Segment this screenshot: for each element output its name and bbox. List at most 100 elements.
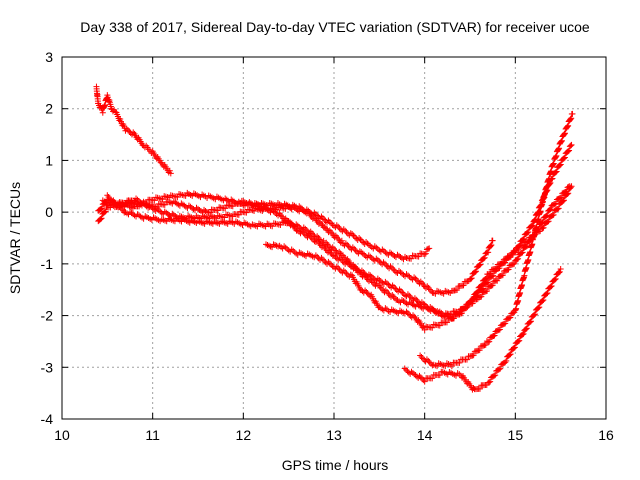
data-point <box>421 251 428 258</box>
data-point <box>553 152 560 159</box>
data-point <box>503 357 510 364</box>
data-point <box>569 110 576 117</box>
data-point <box>519 331 526 338</box>
x-tick-label: 12 <box>236 427 252 443</box>
y-tick-label: 1 <box>45 152 53 168</box>
data-point <box>475 291 481 298</box>
data-point <box>426 245 433 252</box>
data-points <box>93 83 576 393</box>
data-point <box>411 295 418 302</box>
data-point <box>485 339 492 346</box>
data-point <box>229 203 236 210</box>
data-point <box>335 223 342 230</box>
data-point <box>331 264 337 271</box>
data-point <box>561 155 568 162</box>
series-track-3 <box>95 197 496 297</box>
data-point <box>207 209 214 216</box>
data-point <box>529 222 536 229</box>
data-point <box>331 222 337 229</box>
data-point <box>383 262 390 269</box>
data-point <box>565 148 572 155</box>
x-tick-label: 11 <box>145 427 160 443</box>
data-point <box>396 286 403 293</box>
data-point <box>568 115 575 122</box>
data-point <box>222 205 229 212</box>
y-tick-label: 0 <box>45 204 53 220</box>
data-point <box>182 192 189 199</box>
x-tick-label: 10 <box>54 427 70 443</box>
data-point <box>564 123 571 130</box>
data-point <box>480 255 487 262</box>
data-point <box>549 212 556 219</box>
data-point <box>496 366 503 373</box>
data-point <box>364 290 371 297</box>
data-point <box>363 288 370 295</box>
data-point <box>562 130 569 137</box>
data-point <box>568 183 575 190</box>
data-point <box>127 130 134 137</box>
data-point <box>546 206 553 213</box>
data-point <box>539 297 546 304</box>
y-tick-label: -3 <box>41 359 54 375</box>
data-point <box>278 244 285 251</box>
data-point <box>467 275 474 282</box>
y-tick-label: 3 <box>45 49 53 65</box>
data-point <box>325 258 332 265</box>
data-point <box>516 337 523 344</box>
data-point <box>545 218 552 225</box>
data-point <box>314 253 321 260</box>
data-point <box>535 304 542 311</box>
data-point <box>468 275 475 282</box>
data-point <box>566 116 573 123</box>
y-axis-label: SDTVAR / TECUs <box>7 182 23 294</box>
data-point <box>401 365 408 372</box>
data-point <box>352 247 359 254</box>
data-point <box>276 242 283 249</box>
data-point <box>333 255 340 262</box>
data-point <box>243 209 250 216</box>
data-point <box>337 226 344 233</box>
data-point <box>343 270 350 277</box>
data-point <box>387 263 394 270</box>
data-point <box>502 359 509 366</box>
data-point <box>340 226 347 233</box>
data-point <box>385 281 392 288</box>
data-point <box>543 290 550 297</box>
data-point <box>450 315 457 322</box>
data-point <box>495 326 502 333</box>
data-point <box>418 354 425 361</box>
data-point <box>167 170 174 177</box>
data-point <box>421 356 428 363</box>
data-point <box>377 259 384 266</box>
data-point <box>386 283 393 290</box>
data-point <box>532 311 539 318</box>
x-tick-label: 14 <box>417 427 433 443</box>
data-point <box>507 314 514 321</box>
data-point <box>315 255 322 262</box>
data-point <box>97 215 104 222</box>
data-point <box>429 375 436 382</box>
data-point <box>484 279 491 286</box>
data-point <box>101 208 108 215</box>
data-point <box>556 145 563 152</box>
data-point <box>490 333 497 340</box>
data-point <box>407 294 414 301</box>
data-point <box>342 227 349 234</box>
data-point <box>481 254 488 261</box>
data-point <box>417 352 424 359</box>
data-point <box>544 218 551 225</box>
data-point <box>345 243 352 250</box>
data-point <box>376 258 383 265</box>
data-point <box>547 206 554 213</box>
data-point <box>349 244 356 251</box>
data-point <box>384 263 391 270</box>
data-point <box>358 286 365 293</box>
data-point <box>123 200 130 207</box>
data-point <box>126 128 133 135</box>
data-point <box>338 237 345 244</box>
data-point <box>390 284 397 291</box>
data-point <box>480 285 487 292</box>
data-point <box>290 247 297 254</box>
data-point <box>367 253 374 260</box>
data-point <box>561 131 568 138</box>
